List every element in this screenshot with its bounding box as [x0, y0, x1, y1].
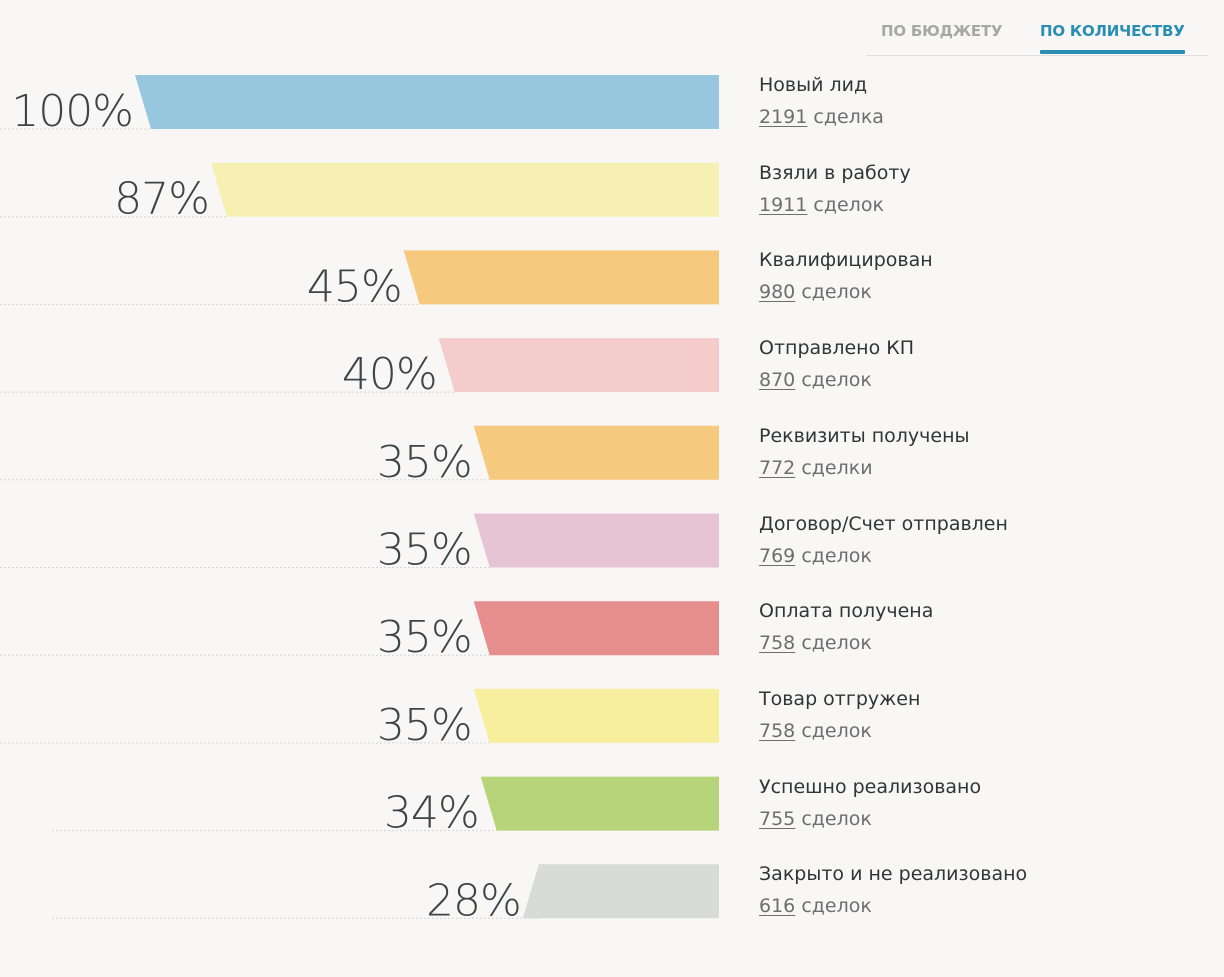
funnel-stage: 35% [0, 425, 719, 488]
stage-name: Оплата получена [759, 600, 934, 623]
funnel-stage: 45% [0, 250, 719, 312]
stage-count: 1911 сделок [759, 193, 911, 217]
percent-label: 34% [384, 788, 479, 839]
deal-count-word: сделок [801, 544, 872, 567]
stage-count: 616 сделок [759, 894, 1027, 918]
stage-legend-item: Оплата получена 758 сделок [759, 599, 933, 655]
funnel-bar[interactable] [210, 162, 720, 217]
funnel-bar[interactable] [473, 688, 719, 743]
stage-legend-item: Новый лид 2191 сделка [759, 73, 884, 129]
funnel-stage: 100% [0, 75, 719, 137]
stage-count: 758 сделок [759, 631, 933, 655]
funnel-bar[interactable] [473, 513, 719, 568]
stage-name: Взяли в работу [759, 161, 911, 184]
stage-name: Новый лид [759, 74, 868, 96]
percent-label: 35% [377, 700, 472, 751]
percent-label: 35% [377, 612, 472, 663]
percent-label: 40% [342, 349, 437, 400]
stage-name: Квалифицирован [759, 249, 933, 272]
funnel-bar[interactable] [473, 601, 719, 656]
stage-count: 755 сделок [759, 807, 981, 831]
deal-count-word: сделок [813, 193, 884, 216]
deal-count-word: сделок [801, 369, 872, 392]
percent-label: 35% [377, 525, 472, 576]
funnel-bar[interactable] [135, 75, 719, 129]
stage-legend-item: Товар отгружен 758 сделок [759, 687, 920, 743]
stage-legend-item: Реквизиты получены 772 сделки [759, 424, 970, 480]
deal-count-link[interactable]: 1911 [759, 193, 808, 216]
deal-count-link[interactable]: 758 [759, 632, 796, 655]
deal-count-word: сделок [801, 281, 872, 304]
percent-label: 100% [11, 86, 133, 137]
funnel-bar[interactable] [480, 776, 719, 831]
stage-name: Реквизиты получены [759, 424, 970, 447]
funnel-stage: 35% [0, 513, 719, 576]
deal-count-word: сделок [801, 895, 872, 918]
funnel-bar[interactable] [403, 250, 719, 305]
deal-count-word: сделки [801, 456, 873, 479]
percent-label: 28% [426, 875, 521, 926]
stage-name: Закрыто и не реализовано [759, 863, 1028, 886]
deal-count-link[interactable]: 980 [759, 281, 796, 304]
stage-count: 980 сделок [759, 280, 933, 304]
stage-name: Отправлено КП [759, 337, 915, 360]
deal-count-word: сделок [801, 807, 872, 830]
deal-count-link[interactable]: 616 [759, 895, 796, 918]
deal-count-link[interactable]: 2191 [759, 106, 808, 128]
stage-count: 870 сделок [759, 368, 914, 392]
stage-legend-item: Закрыто и не реализовано 616 сделок [759, 862, 1027, 918]
deal-count-link[interactable]: 758 [759, 719, 796, 742]
funnel-bar[interactable] [473, 425, 719, 480]
stage-count: 2191 сделка [759, 105, 884, 129]
funnel-chart: 100% 87% 45% 40% 35% 35% 35% 35% 34% 28% [0, 75, 720, 926]
deal-count-link[interactable]: 772 [759, 456, 796, 479]
funnel-stage: 34% [52, 776, 719, 839]
stage-count: 772 сделки [759, 456, 970, 480]
funnel-stage: 35% [0, 601, 719, 663]
view-tabs: ПО БЮДЖЕТУ ПО КОЛИЧЕСТВУ [866, 0, 1208, 56]
funnel-bar[interactable] [438, 338, 719, 393]
stage-legend-item: Квалифицирован 980 сделок [759, 248, 933, 304]
stage-legend-item: Договор/Счет отправлен 769 сделок [759, 512, 1008, 568]
stage-count: 769 сделок [759, 544, 1008, 568]
deal-count-word: сделок [801, 719, 872, 742]
deal-count-word: сделок [801, 632, 872, 655]
stage-legend-item: Отправлено КП 870 сделок [759, 336, 914, 392]
stage-legend-item: Успешно реализовано 755 сделок [759, 775, 981, 831]
funnel-bar[interactable] [522, 864, 719, 919]
deal-count-link[interactable]: 755 [759, 807, 796, 830]
percent-label: 87% [114, 174, 209, 225]
deal-count-link[interactable]: 769 [759, 544, 796, 567]
percent-label: 35% [377, 437, 472, 488]
stage-legend-item: Взяли в работу 1911 сделок [759, 161, 911, 217]
funnel-stage: 35% [0, 688, 719, 751]
percent-label: 45% [307, 261, 402, 312]
stage-name: Успешно реализовано [759, 775, 982, 798]
deal-count-word: сделка [813, 106, 884, 128]
stage-count: 758 сделок [759, 719, 920, 743]
tab-by-budget[interactable]: ПО БЮДЖЕТУ [881, 22, 1003, 40]
deal-count-link[interactable]: 870 [759, 369, 796, 392]
funnel-stage: 40% [0, 338, 719, 400]
stage-name: Товар отгружен [759, 687, 921, 710]
funnel-stage: 87% [0, 162, 720, 225]
stage-name: Договор/Счет отправлен [759, 512, 1008, 535]
funnel-stage: 28% [52, 864, 719, 926]
tab-by-count[interactable]: ПО КОЛИЧЕСТВУ [1040, 22, 1185, 54]
